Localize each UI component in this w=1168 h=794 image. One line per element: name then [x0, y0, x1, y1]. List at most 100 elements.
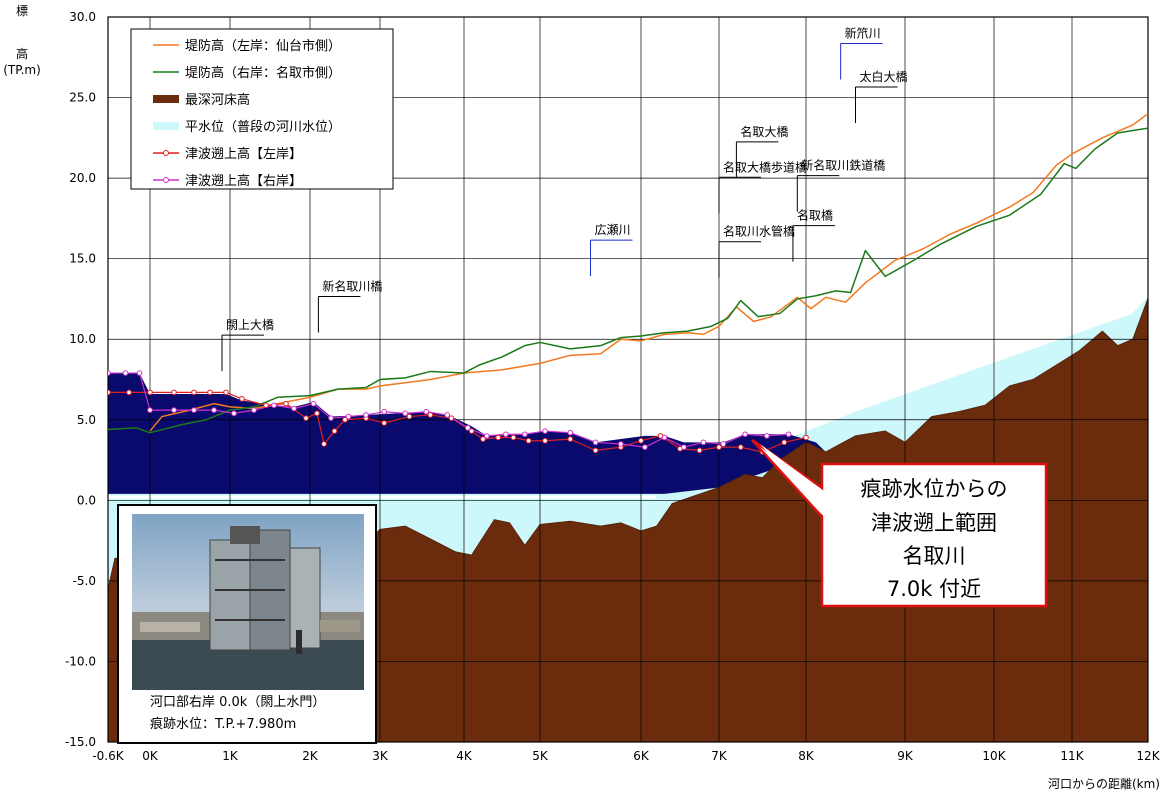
x-tick-label: 10K [982, 749, 1006, 763]
tsunami-left-point [716, 444, 722, 450]
tsunami-left-point [427, 412, 434, 418]
annotation-label: 名取大橋 [740, 124, 788, 139]
legend-swatch [153, 122, 179, 130]
tsunami-right-point [402, 410, 409, 417]
y-tick-label: 10.0 [69, 332, 96, 346]
y-tick-label: -15.0 [65, 735, 96, 749]
legend-marker [163, 150, 169, 156]
x-tick-label: 0K [142, 749, 159, 763]
tsunami-left-point [510, 434, 517, 441]
tsunami-left-point [737, 444, 744, 450]
tsunami-right-point [444, 412, 451, 418]
tsunami-right-point [231, 410, 237, 417]
y-tick-label: 0.0 [77, 493, 96, 507]
tsunami-right-point [642, 444, 648, 450]
tsunami-right-point [720, 441, 727, 447]
legend-box [130, 28, 394, 190]
legend-marker [163, 177, 169, 183]
tsunami-right-point [108, 370, 111, 376]
tsunami-right-point [700, 439, 707, 446]
y-tick-label: 30.0 [69, 10, 96, 24]
y-axis-label-2: 高 [16, 46, 28, 61]
callout-box [820, 462, 1048, 608]
tsunami-left-point [239, 396, 245, 402]
tsunami-left-point [781, 439, 788, 446]
tsunami-right-point [592, 439, 599, 446]
callout-line-1: 痕跡水位からの [861, 477, 1008, 501]
y-tick-label: 20.0 [69, 171, 96, 185]
tsunami-left-point [303, 415, 309, 421]
x-tick-label: 4K [456, 749, 473, 763]
annotation-label: 名取橋 [797, 208, 833, 223]
legend-label: 平水位（普段の河川水位） [185, 120, 341, 135]
tsunami-right-point [542, 428, 548, 434]
levee-right-line [108, 127, 1148, 434]
tsunami-left-point [331, 428, 338, 434]
photo-inset: 河口部右岸 0.0k（閖上水門） 痕跡水位：T.P.+7.980m [117, 504, 377, 744]
photo-caption-2: 痕跡水位：T.P.+7.980m [150, 716, 296, 732]
tsunami-right-point [345, 413, 352, 420]
tsunami-left-point [207, 389, 213, 396]
grid [107, 16, 1149, 743]
x-tick-label: -0.6K [92, 749, 124, 763]
tsunami-left-point [480, 436, 486, 442]
tsunami-left-point [567, 436, 574, 442]
tsunami-right-point [381, 408, 388, 415]
tsunami-left-point [495, 434, 502, 441]
legend-label: 最深河床高 [185, 92, 250, 108]
tsunami-right-point [764, 433, 770, 439]
tsunami-right-point [522, 431, 528, 438]
tsunami-left-point [223, 389, 229, 396]
annotation-label: 太白大橋 [860, 69, 908, 84]
photo-image [132, 514, 364, 690]
annotation-label: 新笊川 [845, 26, 881, 41]
tsunami-left-point [147, 389, 153, 396]
tsunami-left-point [283, 400, 289, 407]
callout-line-2: 津波遡上範囲 [871, 511, 997, 535]
tsunami-right-point [328, 415, 334, 421]
x-tick-label: 2K [302, 749, 319, 763]
legend-label: 堤防高（右岸：名取市側） [185, 65, 341, 81]
plot-border [107, 16, 1149, 743]
annotation-label: 新名取川鉄道橋 [801, 158, 885, 173]
tsunami-right-point [423, 408, 430, 415]
tsunami-left-point [468, 428, 475, 434]
tsunami-right-point [251, 407, 257, 413]
tsunami-right-point [618, 441, 624, 447]
callout-line-4: 7.0k 付近 [887, 577, 981, 601]
tsunami-left-point [448, 415, 455, 421]
x-axis-label: 河口からの距離(km) [1048, 777, 1160, 791]
tsunami-right-point [271, 402, 277, 409]
callout-line-3: 名取川 [903, 544, 966, 568]
tsunami-left-point [803, 434, 809, 441]
callout: 痕跡水位からの 津波遡上範囲 名取川 7.0k 付近 [751, 438, 1048, 608]
tsunami-left-point [525, 437, 532, 444]
y-tick-label: 5.0 [77, 413, 96, 427]
x-tick-label: 6K [633, 749, 650, 763]
x-tick-label: 7K [711, 749, 728, 763]
tsunami-left-line [108, 391, 807, 453]
x-tick-label: 5K [532, 749, 549, 763]
tsunami-left-point [108, 389, 111, 396]
y-axis-label-1: 標 [16, 4, 28, 18]
tsunami-right-point [291, 405, 297, 412]
legend-label: 堤防高（左岸：仙台市側） [185, 38, 341, 54]
tsunami-left-point [592, 447, 599, 454]
tsunami-right-point [465, 425, 471, 431]
y-tick-label: -5.0 [73, 574, 96, 588]
tsunami-left-point [406, 413, 413, 420]
annotation-label: 名取川水管橋 [723, 224, 795, 239]
x-tick-label: 12K [1136, 749, 1160, 763]
annotation-label: 閖上大橋 [226, 318, 274, 332]
legend-label: 津波遡上高【右岸】 [185, 173, 302, 189]
tsunami-right-point [742, 431, 748, 438]
x-tick-label: 9K [897, 749, 914, 763]
tsunami-right-point [363, 412, 369, 418]
tsunami-right-point [211, 407, 217, 413]
legend: 堤防高（左岸：仙台市側） 堤防高（右岸：名取市側） 最深河床高平水位（普段の河川水位… [130, 28, 394, 190]
y-tick-label: -10.0 [65, 654, 96, 668]
x-tick-label: 8K [798, 749, 815, 763]
